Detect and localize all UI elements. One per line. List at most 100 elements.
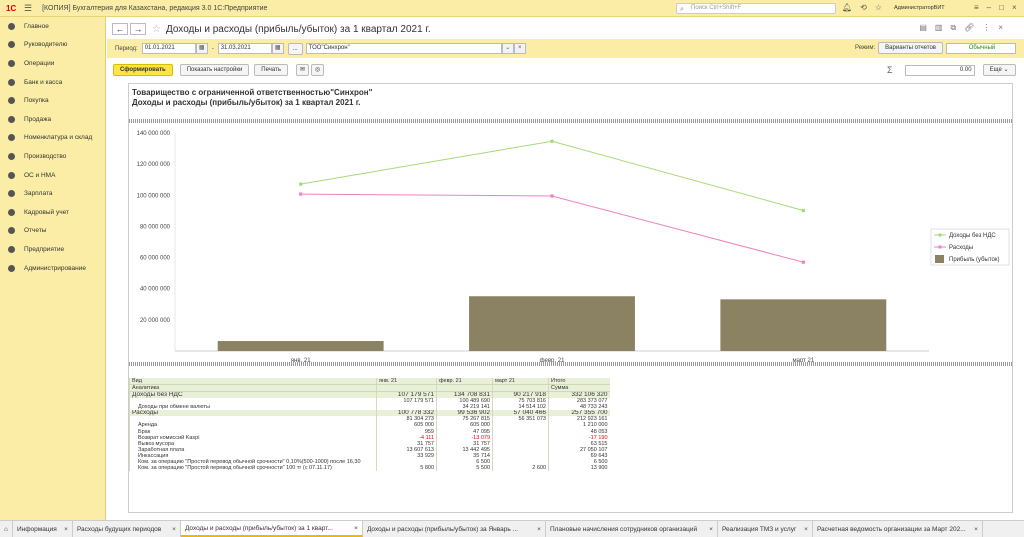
table-row: Заработная плата 13 607 613 13 442 495 27 0… <box>129 446 610 453</box>
options-icon[interactable]: ◎ <box>310 63 325 76</box>
sidebar-item[interactable]: Руководителю <box>0 36 105 55</box>
warehouse-icon <box>8 134 15 142</box>
history-icon[interactable]: ⟲ <box>860 3 867 12</box>
table-cell: 605 000 <box>376 422 437 429</box>
vertical-scrollbar[interactable] <box>1015 83 1023 513</box>
tab-close-icon[interactable]: × <box>709 525 713 533</box>
sidebar-item[interactable]: Покупка <box>0 91 105 110</box>
sidebar-item[interactable]: Операции <box>0 54 105 73</box>
sidebar-item-label: Банк и касса <box>24 78 63 86</box>
date-from-field[interactable]: 01.01.2021 <box>141 43 196 54</box>
date-to-field[interactable]: 31.03.2021 <box>217 43 272 54</box>
sidebar-item[interactable]: ОС и НМА <box>0 166 105 185</box>
settings-icon[interactable]: ≡ <box>974 3 979 12</box>
period-select-button[interactable]: ... <box>287 42 303 55</box>
salary-icon <box>8 190 15 198</box>
report-variants-button[interactable]: Варианты отчетов <box>878 42 943 54</box>
bottom-tab[interactable]: Реализация ТМЗ и услуг × <box>718 521 813 537</box>
bell-icon[interactable]: 🔔︎ <box>842 3 853 12</box>
legend-label: Доходы без НДС <box>949 233 996 239</box>
chart-icon <box>8 41 15 49</box>
table-cell: 100 489 690 <box>436 398 493 405</box>
maximize-icon[interactable]: □ <box>999 3 1004 12</box>
sidebar-item[interactable]: Отчеты <box>0 222 105 241</box>
sidebar-item[interactable]: Главное <box>0 17 105 36</box>
close-form-icon[interactable]: × <box>998 23 1003 32</box>
bottom-tab[interactable]: Плановые начисления сотрудников организа… <box>546 521 718 537</box>
minimize-icon[interactable]: – <box>986 3 992 12</box>
forward-button[interactable]: → <box>130 23 146 35</box>
table-cell <box>376 404 437 411</box>
organization-select-icon[interactable]: ⌄ <box>501 43 514 54</box>
sidebar-item[interactable]: Продажа <box>0 110 105 129</box>
period-label: Период: <box>115 45 138 52</box>
organization-field[interactable]: ТОО"Синхрон" <box>305 43 502 54</box>
home-tab-icon[interactable]: ⌂ <box>0 521 13 537</box>
table-cell: -4 111 <box>376 434 437 441</box>
tab-close-icon[interactable]: × <box>354 524 358 532</box>
favorite-star-icon[interactable]: ☆ <box>152 23 161 35</box>
legend-label: Прибыль (убыток) <box>949 257 1000 263</box>
tab-close-icon[interactable]: × <box>537 525 541 533</box>
cart-icon <box>8 97 15 105</box>
calendar-from-icon[interactable]: ▦ <box>195 43 208 54</box>
main-menu-icon[interactable]: ☰ <box>24 2 33 13</box>
reports-icon <box>8 227 15 235</box>
table-cell: Итого <box>548 378 610 385</box>
bottom-tab[interactable]: Расходы будущих периодов × <box>73 521 181 537</box>
organization-clear-button[interactable]: × <box>513 43 526 54</box>
back-button[interactable]: ← <box>112 23 128 35</box>
table-cell: 69 643 <box>548 452 610 459</box>
tab-close-icon[interactable]: × <box>172 525 176 533</box>
user-name[interactable]: АдминистраторВИТ <box>894 5 945 11</box>
bottom-tab[interactable]: Расчетная ведомость организации за Март … <box>813 521 983 537</box>
sidebar-item[interactable]: Предприятие <box>0 240 105 259</box>
sidebar-item[interactable]: Администрирование <box>0 259 105 278</box>
table-row: Ком. за операцию "Простой перевод обычно… <box>129 465 610 472</box>
mode-field[interactable]: Обычный <box>946 42 1016 54</box>
table-cell <box>492 422 549 429</box>
print-button[interactable]: Печать <box>254 63 288 76</box>
sidebar-item[interactable]: Производство <box>0 147 105 166</box>
email-icon[interactable]: ✉ <box>295 63 309 76</box>
tab-close-icon[interactable]: × <box>64 525 68 533</box>
sidebar-item[interactable]: Зарплата <box>0 184 105 203</box>
save-icon[interactable]: ▥ <box>934 23 943 32</box>
table-cell: 107 179 571 <box>376 398 437 405</box>
table-cell: 100 778 332 <box>376 410 437 417</box>
table-cell: 75 267 815 <box>436 416 493 423</box>
report-area[interactable]: Товарищество с ограниченной ответственно… <box>128 83 1013 513</box>
print-icon[interactable]: ▤ <box>919 23 927 32</box>
calendar-to-icon[interactable]: ▦ <box>271 43 284 54</box>
sidebar: Главное Руководителю Операции Банк и касса П… <box>0 17 106 520</box>
table-cell: Заработная плата <box>129 446 377 453</box>
bottom-tab[interactable]: Информация × <box>13 521 73 537</box>
report-title: Товарищество с ограниченной ответственно… <box>132 88 372 108</box>
generate-button[interactable]: Сформировать <box>113 63 173 76</box>
mode-group: Режим: Варианты отчетов Обычный <box>847 42 1016 54</box>
table-cell <box>492 434 549 441</box>
more-button[interactable]: Еще ⌄ <box>982 64 1016 76</box>
data-point <box>550 139 554 143</box>
more-icon[interactable]: ⋮ <box>982 23 991 32</box>
close-icon[interactable]: × <box>1011 3 1017 12</box>
star-icon[interactable]: ☆ <box>874 3 883 12</box>
table-cell: 13 900 <box>548 465 610 472</box>
sidebar-item[interactable]: Кадровый учет <box>0 203 105 222</box>
copy-icon[interactable]: ⧉ <box>950 23 957 32</box>
tab-close-icon[interactable]: × <box>804 525 808 533</box>
table-cell <box>376 458 437 466</box>
y-tick-label: 20 000 000 <box>140 318 171 324</box>
sidebar-item-label: Отчеты <box>24 227 47 235</box>
sidebar-item[interactable]: Банк и касса <box>0 73 105 92</box>
tab-close-icon[interactable]: × <box>974 525 978 533</box>
bottom-tab[interactable]: Доходы и расходы (прибыль/убыток) за 1 к… <box>180 521 363 537</box>
show-settings-button[interactable]: Показать настройки <box>179 63 250 76</box>
legend-swatch <box>938 233 942 237</box>
bottom-tab[interactable]: Доходы и расходы (прибыль/убыток) за Янв… <box>363 521 546 537</box>
bank-icon <box>8 78 15 86</box>
link-icon[interactable]: 🔗︎ <box>964 23 975 32</box>
data-point <box>801 260 805 264</box>
sidebar-item[interactable]: Номенклатура и склад <box>0 129 105 148</box>
search-input[interactable]: ⌕ Поиск Ctrl+Shift+F <box>676 3 836 14</box>
